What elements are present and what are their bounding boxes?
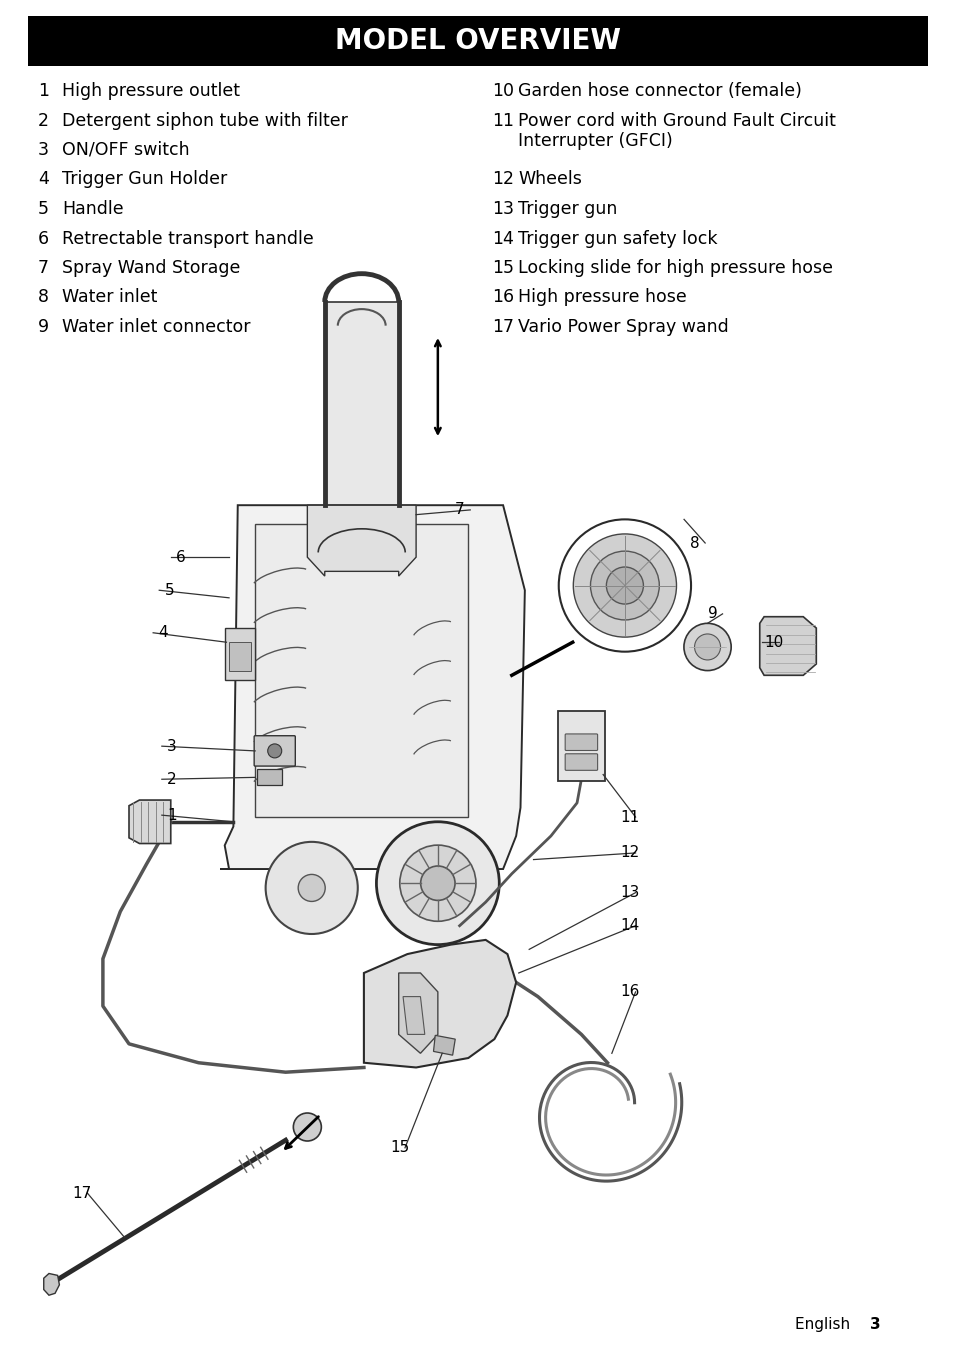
Text: 5: 5 [38, 200, 49, 218]
Text: 14: 14 [492, 229, 514, 248]
Text: 7: 7 [38, 259, 49, 278]
Text: MODEL OVERVIEW: MODEL OVERVIEW [335, 27, 620, 56]
Text: 5: 5 [165, 582, 174, 597]
Circle shape [298, 875, 325, 902]
Text: 16: 16 [619, 984, 639, 999]
Circle shape [376, 822, 498, 945]
Text: ON/OFF switch: ON/OFF switch [62, 141, 190, 158]
Text: English: English [794, 1317, 854, 1332]
Circle shape [399, 845, 476, 921]
Text: 1: 1 [38, 83, 49, 100]
Text: 4: 4 [38, 171, 49, 188]
Circle shape [558, 520, 690, 651]
Text: Detergent siphon tube with filter: Detergent siphon tube with filter [62, 111, 348, 130]
Text: 8: 8 [38, 288, 49, 306]
Circle shape [268, 743, 281, 758]
Text: Locking slide for high pressure hose: Locking slide for high pressure hose [517, 259, 832, 278]
Polygon shape [433, 1036, 455, 1055]
Text: 3: 3 [869, 1317, 880, 1332]
FancyBboxPatch shape [558, 711, 604, 781]
Text: 8: 8 [689, 535, 700, 551]
Polygon shape [759, 616, 816, 676]
Text: 6: 6 [38, 229, 49, 248]
Text: 13: 13 [492, 200, 514, 218]
Polygon shape [363, 940, 516, 1067]
Text: 10: 10 [763, 635, 782, 650]
Text: 6: 6 [175, 550, 185, 565]
Text: 12: 12 [619, 845, 639, 860]
Text: Garden hose connector (female): Garden hose connector (female) [517, 83, 801, 100]
Polygon shape [402, 997, 424, 1034]
Text: 14: 14 [619, 918, 639, 933]
Text: 13: 13 [619, 886, 639, 900]
Text: 4: 4 [158, 626, 168, 640]
Polygon shape [44, 1274, 59, 1296]
FancyBboxPatch shape [256, 769, 282, 785]
Text: 10: 10 [492, 83, 514, 100]
Circle shape [606, 567, 642, 604]
Text: Trigger gun: Trigger gun [517, 200, 617, 218]
Circle shape [694, 634, 720, 659]
Text: Wheels: Wheels [517, 171, 581, 188]
Text: Spray Wand Storage: Spray Wand Storage [62, 259, 240, 278]
Text: 1: 1 [167, 807, 176, 823]
Bar [28, 16, 927, 66]
Circle shape [573, 533, 676, 638]
Text: 9: 9 [707, 607, 717, 621]
Text: 11: 11 [492, 111, 514, 130]
Circle shape [293, 1113, 321, 1141]
Polygon shape [307, 505, 416, 575]
Polygon shape [229, 642, 251, 670]
Text: 7: 7 [455, 502, 464, 517]
Text: 11: 11 [619, 810, 639, 825]
Text: 15: 15 [492, 259, 514, 278]
FancyBboxPatch shape [564, 754, 597, 770]
FancyBboxPatch shape [253, 735, 295, 766]
Text: High pressure outlet: High pressure outlet [62, 83, 240, 100]
Polygon shape [220, 505, 524, 869]
FancyBboxPatch shape [564, 734, 597, 750]
Circle shape [590, 551, 659, 620]
Text: Water inlet connector: Water inlet connector [62, 318, 251, 336]
Text: Water inlet: Water inlet [62, 288, 157, 306]
Circle shape [683, 623, 730, 670]
Text: 17: 17 [492, 318, 514, 336]
Text: 12: 12 [492, 171, 514, 188]
Text: Trigger Gun Holder: Trigger Gun Holder [62, 171, 227, 188]
Polygon shape [225, 628, 254, 680]
Text: 17: 17 [72, 1186, 91, 1201]
Polygon shape [129, 800, 171, 844]
Text: 3: 3 [167, 739, 176, 754]
Text: Power cord with Ground Fault Circuit
Interrupter (GFCI): Power cord with Ground Fault Circuit Int… [517, 111, 835, 150]
Polygon shape [324, 302, 398, 505]
Text: 2: 2 [38, 111, 49, 130]
Text: High pressure hose: High pressure hose [517, 288, 686, 306]
Text: 16: 16 [492, 288, 514, 306]
Text: 15: 15 [390, 1140, 409, 1155]
Polygon shape [398, 974, 437, 1053]
Circle shape [265, 842, 357, 934]
Text: 3: 3 [38, 141, 49, 158]
Text: Retrectable transport handle: Retrectable transport handle [62, 229, 314, 248]
Text: Trigger gun safety lock: Trigger gun safety lock [517, 229, 717, 248]
Polygon shape [254, 524, 468, 816]
Text: Handle: Handle [62, 200, 124, 218]
Circle shape [420, 867, 455, 900]
Text: 2: 2 [167, 772, 176, 787]
Text: Vario Power Spray wand: Vario Power Spray wand [517, 318, 728, 336]
Text: 9: 9 [38, 318, 49, 336]
